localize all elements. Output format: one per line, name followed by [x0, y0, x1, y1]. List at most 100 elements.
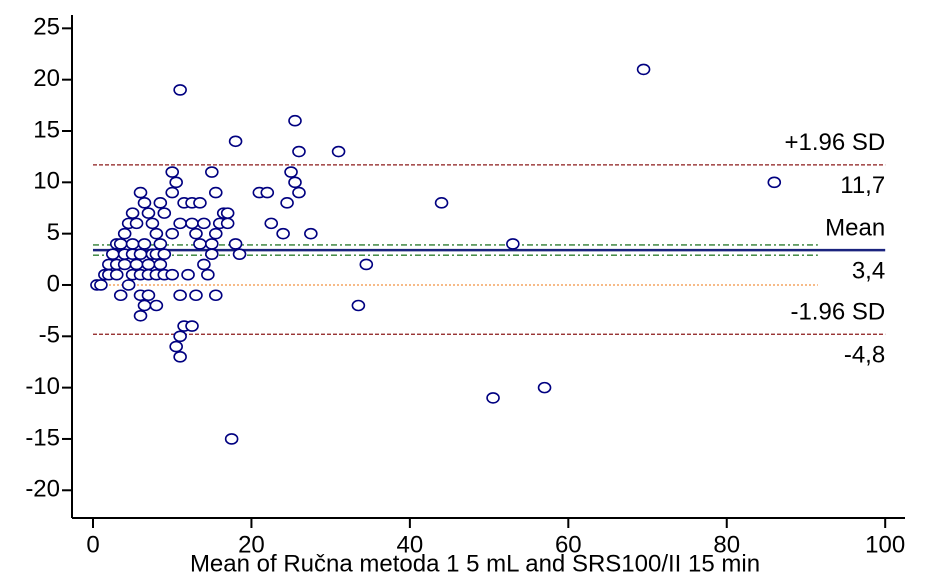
point	[189, 227, 203, 240]
point	[193, 238, 207, 250]
point	[141, 289, 156, 302]
point	[224, 433, 239, 445]
reference-value-label: -4,8	[844, 342, 885, 369]
point	[149, 227, 164, 240]
point	[205, 166, 219, 178]
point	[133, 248, 148, 260]
point	[129, 217, 144, 230]
x-tick-label: 0	[86, 531, 99, 558]
point	[201, 268, 215, 281]
point	[137, 197, 152, 209]
point	[359, 258, 374, 271]
point	[181, 268, 195, 281]
point	[232, 248, 247, 260]
point	[205, 248, 219, 260]
y-tick-label: -15	[25, 424, 60, 451]
point	[228, 238, 243, 250]
point	[165, 186, 180, 199]
y-tick-label: 0	[47, 270, 60, 297]
point	[173, 351, 187, 363]
point	[165, 227, 180, 240]
point	[331, 145, 346, 158]
point	[292, 186, 306, 199]
reference-label: +1.96 SD	[784, 129, 885, 156]
point	[121, 279, 136, 291]
x-tick-label: 60	[555, 531, 582, 558]
reference-label: Mean	[825, 214, 885, 241]
point	[137, 238, 152, 250]
point	[129, 258, 144, 271]
point	[133, 186, 148, 199]
y-tick-label: 20	[33, 65, 60, 92]
point	[193, 197, 207, 209]
point	[157, 207, 172, 219]
x-tick-label: 40	[397, 531, 424, 558]
point	[220, 207, 235, 219]
point	[153, 238, 168, 250]
point	[197, 217, 211, 230]
point	[506, 238, 520, 250]
point	[125, 207, 140, 219]
y-tick-label: 10	[33, 168, 60, 195]
point	[153, 258, 168, 271]
point	[153, 197, 168, 209]
point	[205, 238, 219, 250]
point	[537, 381, 552, 394]
point	[304, 227, 318, 240]
x-tick-label: 20	[238, 531, 265, 558]
point	[133, 309, 148, 322]
point	[208, 289, 223, 302]
point	[228, 135, 243, 148]
point	[149, 299, 164, 312]
point	[173, 289, 187, 302]
point	[105, 248, 120, 260]
x-tick-label: 100	[865, 531, 905, 558]
point	[173, 217, 187, 230]
point	[276, 227, 290, 240]
point	[165, 166, 180, 178]
point	[125, 238, 140, 250]
point	[185, 320, 199, 332]
reference-label: -1.96 SD	[790, 299, 885, 326]
point	[197, 258, 211, 271]
y-tick-label: -10	[25, 373, 60, 400]
point	[169, 340, 183, 353]
y-tick-label: 5	[47, 219, 60, 246]
y-tick-label: -20	[25, 476, 60, 503]
point	[117, 258, 132, 271]
point	[486, 392, 500, 404]
reference-value-label: 11,7	[840, 172, 885, 199]
y-tick-label: 25	[33, 14, 60, 41]
reference-value-label: 3,4	[852, 257, 885, 284]
point	[767, 176, 782, 189]
point	[220, 217, 235, 230]
point	[280, 197, 294, 209]
point	[636, 63, 651, 76]
point	[94, 279, 108, 291]
point	[185, 217, 199, 230]
point	[173, 330, 187, 343]
point	[165, 268, 180, 281]
point	[145, 217, 160, 230]
point	[208, 186, 223, 199]
point	[117, 227, 132, 240]
point	[288, 176, 302, 189]
point	[434, 197, 449, 209]
point	[157, 248, 172, 260]
point	[141, 207, 156, 219]
point	[260, 186, 275, 199]
point	[113, 238, 128, 250]
point	[137, 299, 152, 312]
point	[264, 217, 279, 230]
point	[284, 166, 298, 178]
point	[113, 289, 128, 302]
point	[288, 114, 302, 127]
point	[169, 176, 183, 189]
point	[189, 289, 203, 302]
y-tick-label: -5	[39, 322, 60, 349]
point	[109, 268, 124, 281]
point	[292, 145, 306, 158]
x-axis-title: Mean of Ručna metoda 1 5 mL and SRS100/I…	[190, 550, 760, 577]
y-tick-label: 15	[33, 116, 60, 143]
